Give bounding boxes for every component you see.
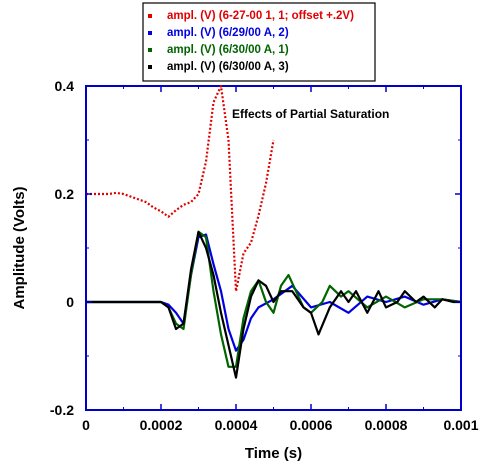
x-tick-label: 0 — [82, 417, 90, 433]
x-tick-label: 0.0004 — [215, 417, 258, 433]
legend-swatch-3 — [148, 48, 152, 52]
series-layer — [86, 84, 462, 379]
x-tick-label: 0.0008 — [365, 417, 408, 433]
y-axis-label: Amplitude (Volts) — [11, 186, 28, 309]
axis-layer: 0 0.0002 0.0004 0.0006 0.0008 0.001 -0.2 0 0.2 0.… — [50, 78, 479, 433]
legend-label-4: ampl. (V) (6/30/00 A, 3) — [167, 61, 289, 73]
legend: ampl. (V) (6-27-00 1, 1; offset +.2V) amp… — [142, 2, 376, 82]
x-tick-label: 0.001 — [443, 417, 478, 433]
series-line-4 — [86, 230, 461, 379]
y-tick-label: 0 — [66, 294, 74, 310]
y-tick-label: 0.2 — [55, 186, 75, 202]
x-tick-label: 0.0006 — [290, 417, 333, 433]
y-tick-label: -0.2 — [50, 402, 74, 418]
x-axis-label: Time (s) — [245, 445, 302, 462]
legend-label-3: ampl. (V) (6/30/00 A, 1) — [167, 44, 289, 56]
legend-swatch-2 — [148, 31, 152, 35]
legend-box — [142, 2, 376, 82]
chart-annotation: Effects of Partial Saturation — [232, 107, 389, 121]
legend-swatch-4 — [148, 65, 152, 69]
y-tick-label: 0.4 — [55, 78, 75, 94]
plot-frame — [85, 85, 462, 411]
legend-swatch-1 — [148, 14, 152, 18]
legend-label-1: ampl. (V) (6-27-00 1, 1; offset +.2V) — [167, 10, 354, 22]
x-tick-label: 0.0002 — [140, 417, 183, 433]
legend-label-2: ampl. (V) (6/29/00 A, 2) — [167, 27, 289, 39]
